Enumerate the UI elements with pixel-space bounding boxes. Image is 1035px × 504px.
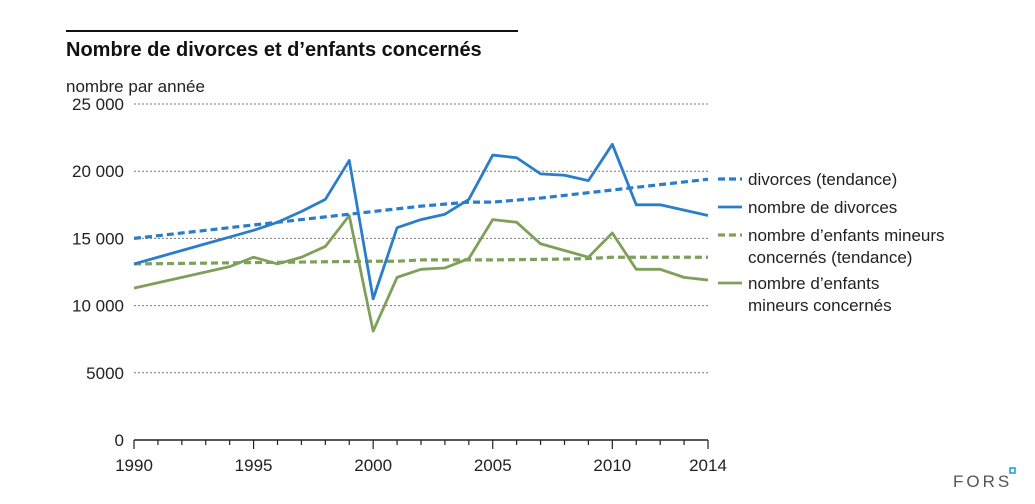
legend-label: concernés (tendance)	[748, 248, 912, 267]
x-tick-label: 2005	[474, 456, 512, 475]
chart-title: Nombre de divorces et d’enfants concerné…	[66, 39, 482, 61]
x-tick-label: 1990	[115, 456, 153, 475]
x-tick-label: 1995	[235, 456, 273, 475]
legend-label: mineurs concernés	[748, 296, 892, 315]
y-tick-label: 25 000	[72, 95, 124, 114]
y-axis-label: nombre par année	[66, 77, 205, 96]
y-tick-label: 15 000	[72, 229, 124, 248]
series-line-3	[133, 214, 709, 333]
legend-label: nombre d’enfants mineurs	[748, 226, 945, 245]
series-line-2	[133, 255, 708, 266]
y-tick-label: 10 000	[72, 297, 124, 316]
legend-label: nombre de divorces	[748, 198, 897, 217]
legend-label: divorces (tendance)	[748, 170, 897, 189]
legend-label: nombre d’enfants	[748, 274, 879, 293]
brand-logo-text: FORS	[953, 472, 1012, 491]
x-tick-labels: 1990 1995 2000 2005 2010 2014	[115, 456, 727, 475]
y-tick-label: 5000	[86, 364, 124, 383]
series-line-0	[133, 177, 709, 240]
y-tick-label: 0	[115, 431, 124, 450]
x-axis	[133, 439, 709, 449]
brand-logo-mark	[1009, 467, 1016, 474]
x-tick-label: 2014	[689, 456, 727, 475]
x-tick-label: 2000	[354, 456, 392, 475]
x-tick-label: 2010	[593, 456, 631, 475]
y-tick-labels: 0 5000 10 000 15 000 20 000 25 000	[72, 95, 124, 450]
legend: divorces (tendance) nombre de divorces nom…	[718, 170, 945, 315]
y-tick-label: 20 000	[72, 162, 124, 181]
series-line-1	[133, 142, 709, 301]
series-lines	[133, 142, 709, 333]
